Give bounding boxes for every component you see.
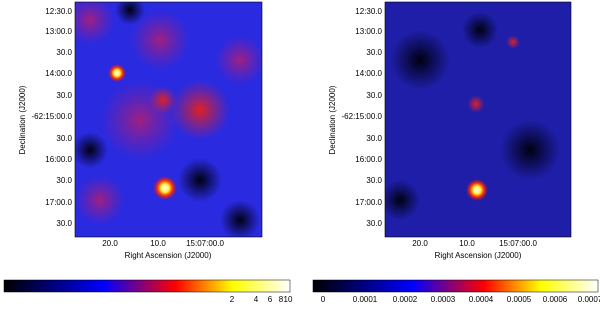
y-tick-label: 30.0	[56, 176, 72, 185]
y-tick-label: 17:00.0	[45, 198, 72, 207]
y-tick-label: -62:15:00.0	[342, 112, 383, 121]
colorbar-tick-label: 0.0001	[353, 295, 378, 304]
x-tick-label: 10.0	[150, 239, 166, 248]
colorbar-tick-label: 0.0003	[431, 295, 456, 304]
y-tick-label: 30.0	[366, 91, 382, 100]
right-frame	[384, 1, 572, 238]
colorbar-tick-label: 2	[230, 295, 235, 304]
left-colorbar	[3, 279, 291, 293]
colorbar-tick-label: 6	[268, 295, 273, 304]
y-tick-label: 30.0	[56, 91, 72, 100]
y-tick-label: 30.0	[366, 134, 382, 143]
colorbar-tick-label: 0.0005	[507, 295, 532, 304]
colorbar-tick-label: 10	[284, 295, 293, 304]
x-tick-label: 20.0	[102, 239, 118, 248]
colorbar-tick-label: 0.0004	[469, 295, 494, 304]
colorbar-tick-label: 0.0007	[578, 295, 600, 304]
colorbar-tick-label: 0	[321, 295, 326, 304]
right-image	[385, 2, 571, 237]
y-tick-label: 13:00.0	[355, 27, 382, 36]
colorbar-tick-label: 0.0006	[543, 295, 568, 304]
y-tick-label: 16:00.0	[45, 155, 72, 164]
x-axis-label: Right Ascension (J2000)	[435, 251, 522, 260]
y-axis-label: Declination (J2000)	[18, 85, 27, 154]
y-tick-label: 30.0	[366, 48, 382, 57]
colorbar-tick-label: 4	[254, 295, 259, 304]
colorbar-tick-label: 8	[279, 295, 284, 304]
x-tick-label: 20.0	[412, 239, 428, 248]
colorbar-tick-label: 0.0002	[393, 295, 418, 304]
x-axis-label: Right Ascension (J2000)	[125, 251, 212, 260]
y-tick-label: 12:30.0	[45, 7, 72, 16]
y-tick-label: 13:00.0	[45, 27, 72, 36]
y-tick-label: 30.0	[366, 176, 382, 185]
right-colorbar	[312, 279, 599, 293]
y-tick-label: 17:00.0	[355, 198, 382, 207]
left-frame	[74, 1, 263, 238]
y-tick-label: -62:15:00.0	[32, 112, 73, 121]
y-tick-label: 30.0	[56, 134, 72, 143]
y-tick-label: 14:00.0	[45, 69, 72, 78]
y-tick-label: 30.0	[366, 219, 382, 228]
y-tick-label: 14:00.0	[355, 69, 382, 78]
y-axis-label: Declination (J2000)	[328, 85, 337, 154]
y-tick-label: 12:30.0	[355, 7, 382, 16]
y-tick-label: 30.0	[56, 219, 72, 228]
x-tick-label: 15:07:00.0	[186, 239, 224, 248]
y-tick-label: 16:00.0	[355, 155, 382, 164]
x-tick-label: 15:07:00.0	[499, 239, 537, 248]
y-tick-label: 30.0	[56, 48, 72, 57]
left-image	[75, 2, 262, 237]
x-tick-label: 10.0	[459, 239, 475, 248]
